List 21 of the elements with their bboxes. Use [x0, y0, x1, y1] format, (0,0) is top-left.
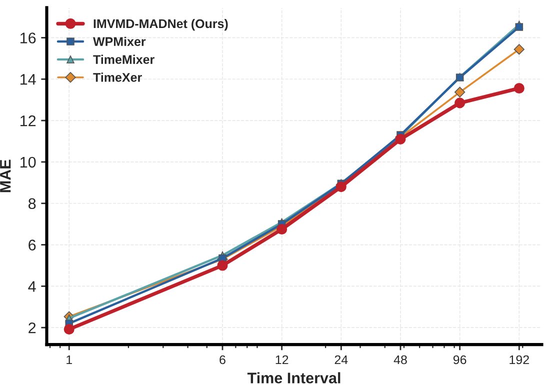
y-tick-label: 6	[28, 240, 36, 250]
x-axis-title: Time Interval	[247, 372, 340, 384]
y-axis-title: MAE	[0, 160, 11, 192]
legend-label: IMVMD-MADNet (Ours)	[94, 18, 228, 31]
legend-label: WPMixer	[93, 36, 146, 46]
y-tick-label: 14	[20, 74, 36, 85]
y-tick-label: 12	[20, 115, 36, 126]
x-tick-label: 48	[394, 355, 407, 364]
y-tick-label: 8	[28, 198, 36, 210]
x-tick-label: 6	[220, 355, 226, 364]
x-tick-label: 24	[334, 355, 348, 364]
y-tick-label: 4	[28, 281, 36, 292]
x-tick-label: 192	[510, 355, 529, 364]
y-tick-label: 16	[20, 32, 36, 44]
y-tick-label: 10	[20, 156, 36, 168]
x-tick-label: 1	[66, 355, 72, 364]
legend-label: TimeXer	[93, 72, 142, 82]
legend-label: TimeMixer	[93, 54, 154, 64]
x-tick-label: 96	[453, 355, 466, 364]
y-tick-label: 2	[28, 322, 36, 334]
x-tick-label: 12	[276, 355, 288, 364]
